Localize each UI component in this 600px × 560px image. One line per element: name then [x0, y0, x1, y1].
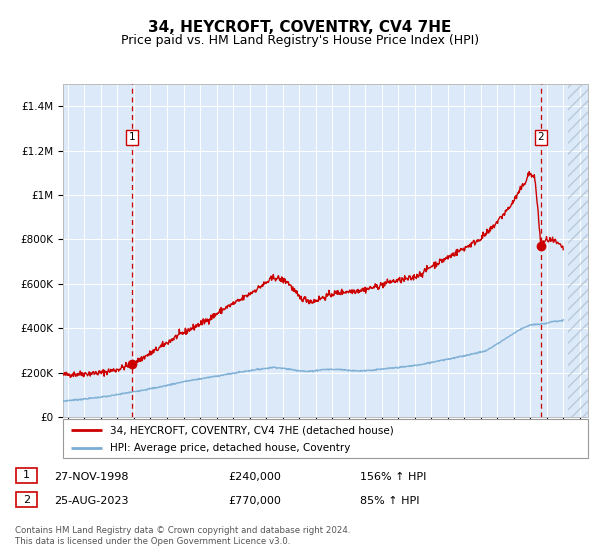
- Text: 156% ↑ HPI: 156% ↑ HPI: [360, 472, 427, 482]
- Text: 1: 1: [129, 132, 136, 142]
- Text: £770,000: £770,000: [228, 496, 281, 506]
- Text: HPI: Average price, detached house, Coventry: HPI: Average price, detached house, Cove…: [110, 443, 350, 453]
- Text: 34, HEYCROFT, COVENTRY, CV4 7HE (detached house): 34, HEYCROFT, COVENTRY, CV4 7HE (detache…: [110, 425, 394, 435]
- Text: £240,000: £240,000: [228, 472, 281, 482]
- Text: Price paid vs. HM Land Registry's House Price Index (HPI): Price paid vs. HM Land Registry's House …: [121, 34, 479, 46]
- Text: Contains HM Land Registry data © Crown copyright and database right 2024.
This d: Contains HM Land Registry data © Crown c…: [15, 526, 350, 546]
- Text: 34, HEYCROFT, COVENTRY, CV4 7HE: 34, HEYCROFT, COVENTRY, CV4 7HE: [148, 20, 452, 35]
- Text: 25-AUG-2023: 25-AUG-2023: [54, 496, 128, 506]
- Text: 27-NOV-1998: 27-NOV-1998: [54, 472, 128, 482]
- Text: 1: 1: [23, 470, 30, 480]
- Text: 85% ↑ HPI: 85% ↑ HPI: [360, 496, 419, 506]
- Text: 2: 2: [23, 494, 30, 505]
- Text: 2: 2: [538, 132, 544, 142]
